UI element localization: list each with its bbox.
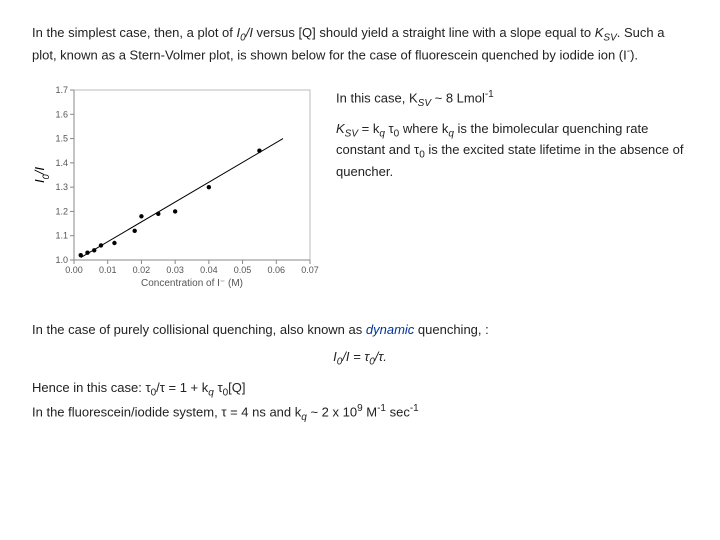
chart-row: 1.0 1.1 1.2 1.3 1.4 1.5 1.6 1.7 0.00 0.01 0.02 0.03… xyxy=(32,84,688,299)
intro-text-b: versus [Q] should yield a straight line … xyxy=(253,25,595,40)
svg-text:1.1: 1.1 xyxy=(55,231,68,241)
bp1a: In the case of purely collisional quench… xyxy=(32,322,366,337)
p3-neg1b: -1 xyxy=(410,403,419,414)
hence-line: Hence in this case: τ0/τ = 1 + kq τ0[Q] xyxy=(32,379,688,400)
eq-end: /τ. xyxy=(375,349,387,364)
p2a: Hence in this case: τ xyxy=(32,380,151,395)
side-line1a: In this case, K xyxy=(336,90,418,105)
intro-paragraph: In the simplest case, then, a plot of I0… xyxy=(32,24,688,64)
svg-text:0.04: 0.04 xyxy=(200,265,218,275)
ksv-sv: SV xyxy=(603,33,616,44)
center-equation: I0/I = τ0/τ. xyxy=(32,348,688,369)
svg-text:0.07: 0.07 xyxy=(301,265,319,275)
system-line: In the fluorescein/iodide system, τ = 4 … xyxy=(32,402,688,424)
svg-text:0.02: 0.02 xyxy=(133,265,151,275)
p2d: [Q] xyxy=(228,380,245,395)
p3d: sec xyxy=(386,405,410,420)
svg-text:0.01: 0.01 xyxy=(99,265,117,275)
side-sv: SV xyxy=(418,98,431,109)
svg-text:1.2: 1.2 xyxy=(55,206,68,216)
side-ksv2: K xyxy=(336,121,345,136)
intro-text-a: In the simplest case, then, a plot of xyxy=(32,25,237,40)
svg-text:Concentration of I⁻ (M): Concentration of I⁻ (M) xyxy=(141,278,243,289)
svg-text:1.5: 1.5 xyxy=(55,134,68,144)
intro-text-d: ). xyxy=(630,47,638,62)
p3-neg1: -1 xyxy=(377,403,386,414)
side-line1b: ~ 8 Lmol xyxy=(431,90,485,105)
svg-text:1.4: 1.4 xyxy=(55,158,68,168)
bp1c: quenching, : xyxy=(414,322,488,337)
svg-text:1.7: 1.7 xyxy=(55,85,68,95)
chart-container: 1.0 1.1 1.2 1.3 1.4 1.5 1.6 1.7 0.00 0.01 0.02 0.03… xyxy=(32,84,322,299)
dynamic-quenching-para: In the case of purely collisional quench… xyxy=(32,321,688,339)
side-sv2: SV xyxy=(345,129,358,140)
side-tau: τ xyxy=(385,121,394,136)
side-eq: = k xyxy=(358,121,379,136)
svg-text:0.00: 0.00 xyxy=(65,265,83,275)
side-neg1: -1 xyxy=(485,89,494,100)
svg-text:1.6: 1.6 xyxy=(55,109,68,119)
eq-mid: /I = τ xyxy=(342,349,369,364)
chart-caption: In this case, KSV ~ 8 Lmol-1 KSV = kq τ0… xyxy=(322,84,688,190)
svg-text:I0/I: I0/I xyxy=(32,167,51,183)
dynamic-word: dynamic xyxy=(366,322,414,337)
stern-volmer-chart: 1.0 1.1 1.2 1.3 1.4 1.5 1.6 1.7 0.00 0.01 0.02 0.03… xyxy=(32,84,322,294)
svg-text:0.06: 0.06 xyxy=(268,265,286,275)
svg-text:1.3: 1.3 xyxy=(55,182,68,192)
p3c: M xyxy=(363,405,377,420)
svg-text:0.05: 0.05 xyxy=(234,265,252,275)
p2b: /τ = 1 + k xyxy=(156,380,208,395)
p3b: ~ 2 x 10 xyxy=(307,405,357,420)
p2c: τ xyxy=(214,380,223,395)
svg-text:1.0: 1.0 xyxy=(55,255,68,265)
p3a: In the fluorescein/iodide system, τ = 4 … xyxy=(32,405,301,420)
over-i: /I xyxy=(246,25,253,40)
side-where: where k xyxy=(399,121,448,136)
svg-text:0.03: 0.03 xyxy=(166,265,184,275)
